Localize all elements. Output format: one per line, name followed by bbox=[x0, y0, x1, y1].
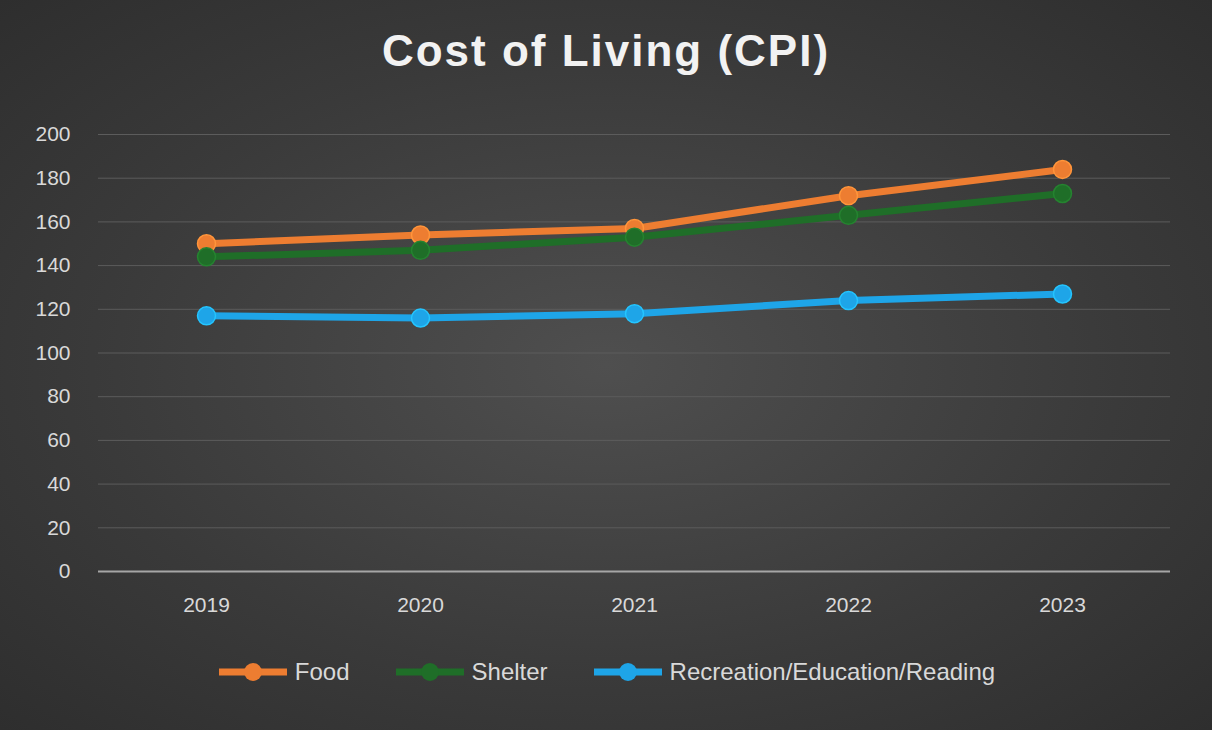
svg-text:200: 200 bbox=[35, 122, 70, 145]
svg-text:100: 100 bbox=[35, 341, 70, 364]
svg-text:180: 180 bbox=[35, 166, 70, 189]
svg-text:40: 40 bbox=[47, 472, 70, 495]
svg-text:80: 80 bbox=[47, 384, 70, 407]
svg-text:0: 0 bbox=[59, 559, 71, 582]
svg-text:2019: 2019 bbox=[183, 593, 230, 616]
html-text:Cost of Living (CPI): Cost of Living (CPI) bbox=[381, 26, 831, 75]
svg-text:60: 60 bbox=[47, 428, 70, 451]
svg-text:160: 160 bbox=[35, 210, 70, 233]
svg-text:120: 120 bbox=[35, 297, 70, 320]
svg-text:2021: 2021 bbox=[611, 593, 658, 616]
svg-text:2022: 2022 bbox=[825, 593, 872, 616]
svg-text:20: 20 bbox=[47, 516, 70, 539]
html-text:Recreation/Education/Reading: Recreation/Education/Reading bbox=[669, 658, 996, 685]
svg-text:2023: 2023 bbox=[1039, 593, 1086, 616]
svg-text:140: 140 bbox=[35, 253, 70, 276]
svg-text:2020: 2020 bbox=[397, 593, 444, 616]
html-text:Food: Food bbox=[294, 658, 350, 685]
html-text:Shelter: Shelter bbox=[471, 658, 548, 685]
